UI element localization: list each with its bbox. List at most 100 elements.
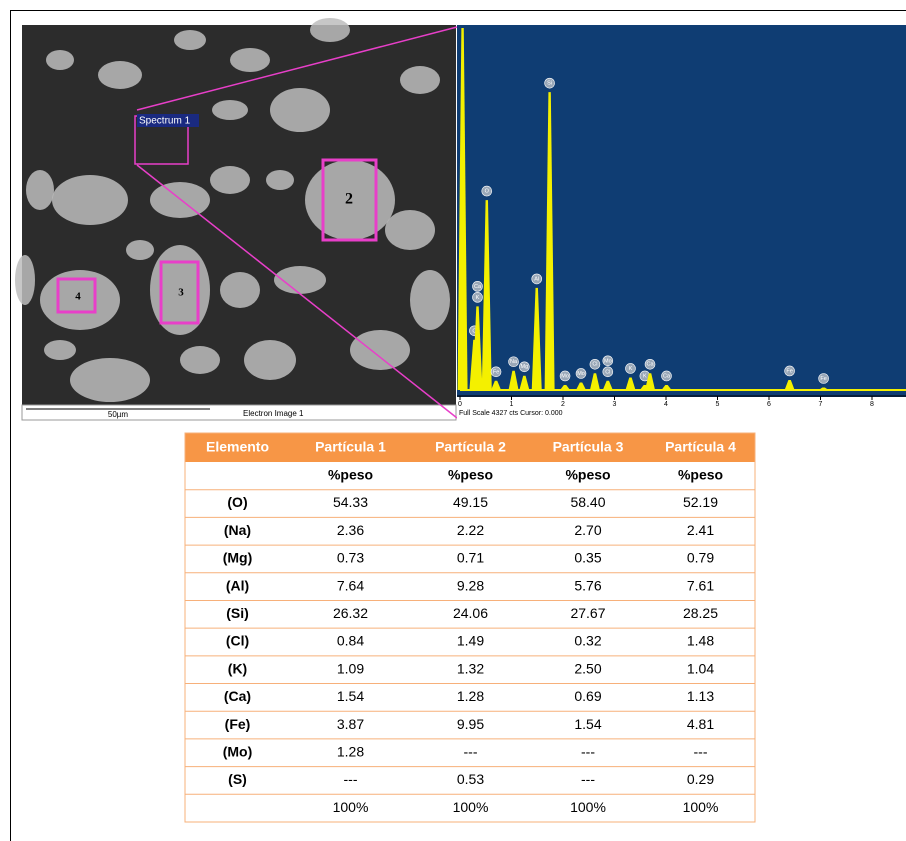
peak	[519, 375, 530, 390]
subheader-cell: %peso	[678, 467, 723, 483]
particle	[174, 30, 206, 50]
peak-label-bg	[559, 370, 571, 382]
value-cell: 1.13	[687, 688, 714, 704]
particle	[212, 100, 248, 120]
peak-label: Cl	[592, 362, 597, 368]
element-cell: (Na)	[224, 522, 251, 538]
peak	[625, 377, 636, 390]
value-cell: 4.81	[687, 716, 714, 732]
element-cell: (Cl)	[226, 633, 249, 649]
peak-label: Fe	[786, 368, 792, 374]
value-cell: 0.69	[574, 688, 601, 704]
subheader-cell: %peso	[328, 467, 373, 483]
value-cell: 2.22	[457, 522, 484, 538]
peak	[661, 384, 672, 390]
particle	[126, 240, 154, 260]
particle	[210, 166, 250, 194]
value-cell: 1.28	[337, 743, 364, 759]
peak-label: Cl	[605, 369, 610, 375]
value-cell: 2.50	[574, 660, 601, 676]
x-tick-label: 7	[819, 401, 823, 408]
particle	[15, 255, 35, 305]
particle	[98, 61, 142, 89]
peak-label-bg	[490, 366, 502, 378]
value-cell: 1.48	[687, 633, 714, 649]
peak-label: K	[643, 373, 647, 379]
particle	[46, 50, 74, 70]
x-tick-label: 0	[458, 401, 462, 408]
peak-label: Fe	[493, 369, 499, 375]
value-cell: 1.04	[687, 660, 714, 676]
x-tick-label: 4	[664, 401, 668, 408]
peak	[560, 384, 571, 390]
column-header: Partícula 4	[665, 439, 736, 455]
particle	[150, 182, 210, 218]
peak	[472, 306, 483, 390]
peak-label: Al	[534, 276, 539, 282]
particle	[52, 175, 128, 225]
particle	[410, 270, 450, 330]
peak-label-bg	[575, 368, 587, 379]
value-cell: 28.25	[683, 605, 718, 621]
value-cell: 26.32	[333, 605, 368, 621]
particle-label: 2	[345, 191, 353, 208]
value-cell: 0.73	[337, 550, 364, 566]
value-cell: 24.06	[453, 605, 488, 621]
value-cell: 5.76	[574, 577, 601, 593]
header-bg	[185, 433, 755, 462]
peak	[589, 373, 600, 390]
x-tick-label: 5	[716, 401, 720, 408]
peak	[544, 92, 555, 390]
info-bar	[21, 404, 457, 421]
zoom-line	[136, 164, 458, 419]
peak-label-bg	[784, 365, 795, 377]
particle	[70, 358, 150, 402]
value-cell: 1.54	[337, 688, 364, 704]
value-cell: ---	[344, 771, 358, 787]
element-cell: (Mo)	[223, 743, 253, 759]
peak-label-bg	[644, 358, 656, 370]
subheader-cell: %peso	[565, 467, 610, 483]
particle	[400, 66, 440, 94]
particle	[310, 18, 350, 42]
particle-box	[56, 277, 97, 314]
peak-label-bg	[625, 363, 636, 374]
value-cell: 27.67	[570, 605, 605, 621]
particle	[244, 340, 296, 380]
subheader-cell: %peso	[448, 467, 493, 483]
peak-label-bg	[602, 355, 614, 367]
element-cell: (S)	[228, 771, 247, 787]
value-cell: ---	[581, 771, 595, 787]
particle	[40, 270, 120, 330]
table-border	[184, 432, 756, 823]
zoom-line	[136, 26, 458, 111]
image-caption: Electron Image 1	[243, 409, 304, 418]
element-cell: (Al)	[226, 577, 249, 593]
peak	[784, 379, 795, 390]
value-cell: 0.32	[574, 633, 601, 649]
peak-label-bg	[472, 292, 483, 303]
x-tick-label: 2	[561, 401, 565, 408]
x-tick-label: 6	[767, 401, 771, 408]
value-cell: ---	[694, 743, 708, 759]
particle	[305, 160, 395, 240]
value-cell: 1.09	[337, 660, 364, 676]
value-cell: 1.28	[457, 688, 484, 704]
value-cell: 0.79	[687, 550, 714, 566]
peak-label: Mg	[521, 364, 529, 370]
peak-label: C	[472, 328, 476, 334]
peak-label: K	[476, 295, 480, 301]
particle	[270, 88, 330, 132]
value-cell: 58.40	[570, 494, 605, 510]
peak-label-bg	[602, 366, 614, 378]
column-header: Elemento	[206, 439, 269, 455]
element-cell: (O)	[227, 494, 247, 510]
particle	[180, 346, 220, 374]
x-tick-label: 3	[613, 401, 617, 408]
peak-label-bg	[544, 77, 555, 89]
x-tick-label: 1	[510, 401, 514, 408]
sem-image: 50µm Electron Image 1 Spectrum 1 2 3 4	[15, 18, 458, 421]
peak-label-bg	[531, 273, 543, 285]
element-cell: (Fe)	[225, 716, 251, 732]
